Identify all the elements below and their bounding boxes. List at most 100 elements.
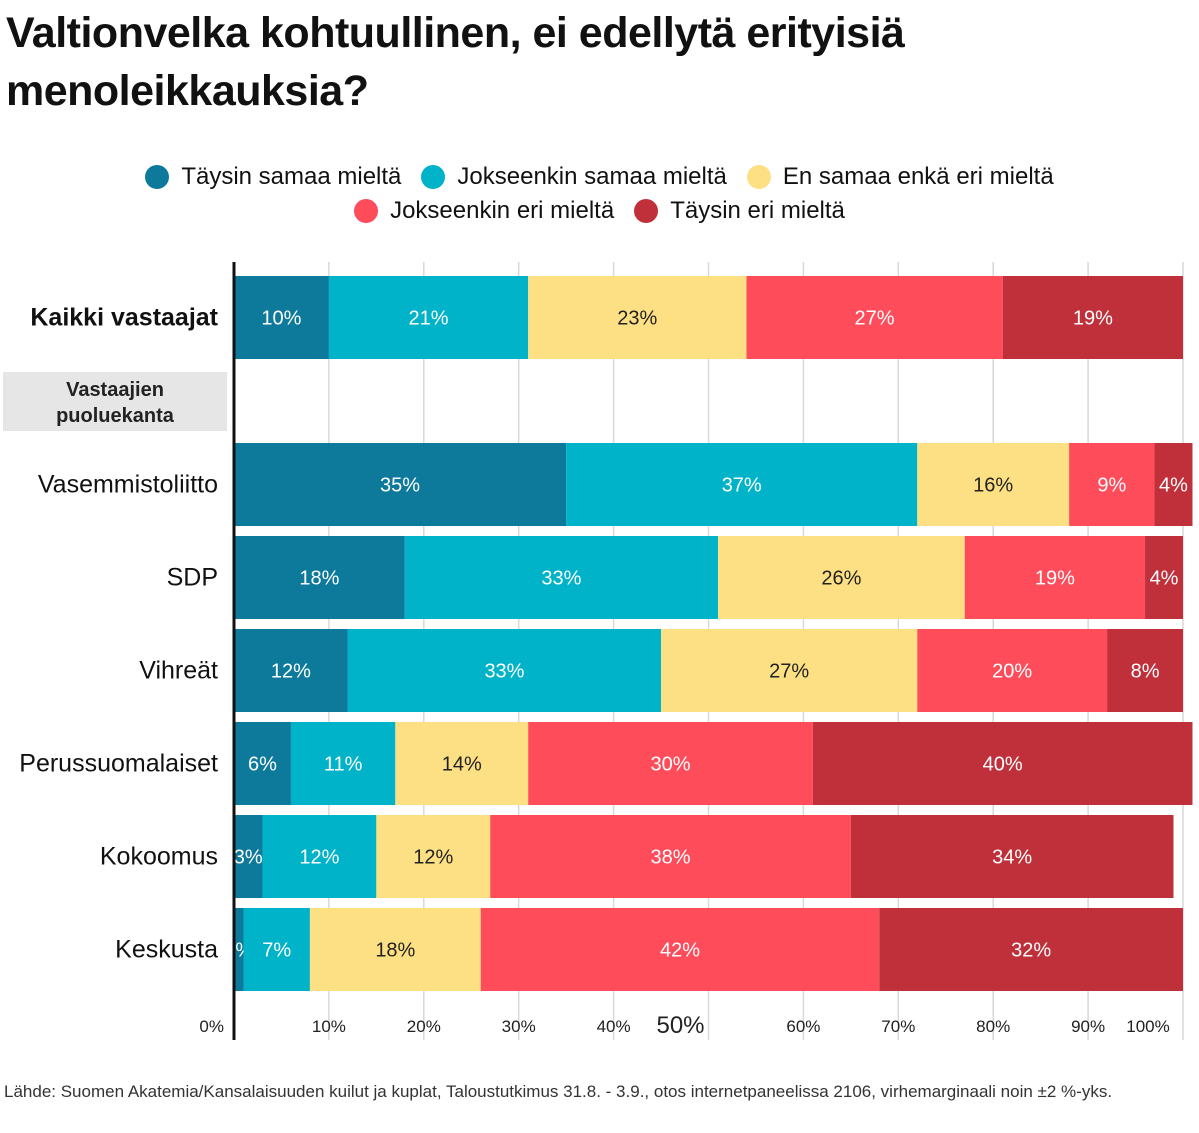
data-label: 26%	[821, 568, 861, 590]
bar-segment	[1154, 443, 1193, 526]
legend-row-1: Täysin samaa mieltä Jokseenkin samaa mie…	[0, 160, 1199, 194]
data-label: 33%	[541, 568, 581, 590]
bar-segment	[1145, 536, 1183, 619]
x-tick-label: 90%	[1071, 1017, 1105, 1036]
category-label: Keskusta	[115, 936, 218, 964]
group-label-box	[3, 372, 227, 431]
data-label: 6%	[248, 754, 277, 776]
bar-segment	[347, 629, 662, 712]
legend-row-2: Jokseenkin eri mieltä Täysin eri mieltä	[0, 194, 1199, 228]
data-label: 3%	[234, 847, 263, 869]
bar-segment	[1002, 276, 1183, 359]
bar-segment	[395, 722, 529, 805]
data-label: 27%	[769, 661, 809, 683]
data-label: 18%	[375, 940, 415, 962]
bar-segment	[1069, 443, 1155, 526]
bar-segment	[528, 276, 747, 359]
x-tick-label: 40%	[597, 1017, 631, 1036]
category-label: Vihreät	[139, 657, 218, 685]
data-label: 4%	[1150, 568, 1179, 590]
category-label: Vasemmistoliitto	[38, 471, 218, 499]
group-label-line-1: Vastaajien	[66, 379, 164, 401]
bar-segment	[812, 722, 1193, 805]
data-label: 38%	[651, 847, 691, 869]
bar-segment	[234, 276, 329, 359]
legend-swatch	[145, 165, 170, 189]
bar-segment	[234, 443, 567, 526]
x-tick-label: 80%	[976, 1017, 1010, 1036]
bar-segment	[661, 629, 918, 712]
bar-segment	[850, 815, 1174, 898]
x-tick-label: 100%	[1126, 1017, 1169, 1036]
legend-label: En samaa enkä eri mieltä	[782, 163, 1054, 190]
bar-segment	[376, 815, 491, 898]
bar-segment	[234, 815, 263, 898]
x-tick-label: 50%	[656, 1012, 704, 1039]
data-label: 10%	[261, 308, 301, 330]
legend-label: Jokseenkin eri mieltä	[390, 197, 615, 224]
x-tick-label: 30%	[502, 1017, 536, 1036]
legend-swatch	[746, 165, 771, 189]
data-label: 35%	[380, 475, 420, 497]
category-label: Perussuomalaiset	[19, 750, 218, 778]
data-label: 19%	[1073, 308, 1113, 330]
x-tick-label: 60%	[786, 1017, 820, 1036]
data-label: 21%	[409, 308, 449, 330]
bar-segment	[262, 815, 377, 898]
legend-swatch	[634, 199, 659, 223]
x-tick-label: 20%	[407, 1017, 441, 1036]
bar-segment	[234, 722, 291, 805]
bar-segment	[243, 908, 310, 991]
bar-segment	[234, 536, 405, 619]
legend-item: Täysin eri mieltä	[634, 197, 845, 225]
legend-swatch	[421, 165, 446, 189]
data-label: 30%	[651, 754, 691, 776]
bar-segment	[917, 629, 1108, 712]
category-label: Kaikki vastaajat	[30, 304, 218, 332]
bar-segment	[746, 276, 1003, 359]
legend-item: Täysin samaa mieltä	[145, 163, 401, 191]
data-label: 11%	[324, 754, 363, 776]
data-label: 4%	[1159, 475, 1188, 497]
bar-segment	[234, 629, 348, 712]
source-note: Lähde: Suomen Akatemia/Kansalaisuuden ku…	[4, 1082, 1113, 1101]
legend-item: Jokseenkin eri mieltä	[354, 197, 614, 225]
legend-label: Täysin eri mieltä	[670, 197, 845, 224]
bar-segment	[404, 536, 718, 619]
stacked-bar-chart: Vastaajien puoluekanta Kaikki vastaajat 10%…	[3, 262, 1193, 1040]
bar-segment	[490, 815, 851, 898]
bar-segment	[879, 908, 1183, 991]
data-label: 34%	[992, 847, 1032, 869]
data-label: 32%	[1011, 940, 1051, 962]
bar-segment	[1107, 629, 1183, 712]
data-label: 12%	[271, 661, 311, 683]
legend: Täysin samaa mieltä Jokseenkin samaa mie…	[0, 160, 1199, 228]
data-label: 16%	[973, 475, 1013, 497]
bar-segment	[528, 722, 813, 805]
chart-title: Valtionvelka kohtuullinen, ei edellytä e…	[6, 9, 905, 115]
bar-segment	[309, 908, 481, 991]
bar-segment	[290, 722, 396, 805]
bar-segment	[328, 276, 529, 359]
data-label: 14%	[442, 754, 482, 776]
data-label: 40%	[983, 754, 1023, 776]
data-label: 19%	[1035, 568, 1075, 590]
category-label: SDP	[167, 564, 218, 592]
bar-segment	[566, 443, 918, 526]
bar-segment	[480, 908, 880, 991]
data-label: 18%	[299, 568, 339, 590]
x-tick-label: 0%	[199, 1017, 224, 1036]
data-label: 12%	[413, 847, 453, 869]
data-label: 7%	[262, 940, 291, 962]
data-label: 8%	[1131, 661, 1160, 683]
x-tick-label: 10%	[312, 1017, 346, 1036]
data-label: 33%	[484, 661, 524, 683]
data-label: 37%	[722, 475, 762, 497]
bar-segment	[917, 443, 1070, 526]
data-label: 42%	[660, 940, 700, 962]
bar-segment	[717, 536, 965, 619]
x-tick-label: 70%	[881, 1017, 915, 1036]
legend-label: Jokseenkin samaa mieltä	[457, 163, 727, 190]
data-label: 23%	[617, 308, 657, 330]
bar-segment	[964, 536, 1146, 619]
